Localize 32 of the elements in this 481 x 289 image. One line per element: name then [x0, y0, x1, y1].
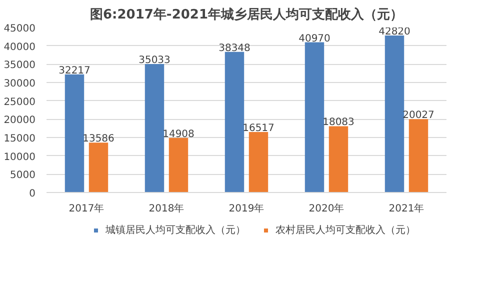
x-tick-label: 2017年	[68, 202, 104, 214]
bar	[224, 52, 244, 192]
y-tick-label: 25000	[4, 96, 36, 108]
y-tick-label: 45000	[4, 24, 36, 34]
x-tick-label: 2021年	[388, 202, 424, 214]
bar	[248, 132, 268, 192]
x-tick-label: 2020年	[308, 202, 344, 214]
legend-label: 城镇居民人均可支配收入（元）	[106, 224, 246, 237]
bar	[88, 142, 108, 192]
bar	[168, 138, 188, 192]
y-tick-label: 0	[29, 188, 36, 200]
bar	[384, 35, 404, 192]
data-label: 38348	[218, 42, 250, 54]
y-tick-label: 5000	[10, 170, 36, 182]
x-tick-label: 2018年	[148, 202, 184, 214]
data-label: 32217	[58, 65, 90, 76]
y-tick-label: 40000	[4, 42, 36, 53]
bar	[64, 74, 84, 192]
x-tick-label: 2019年	[228, 202, 264, 214]
chart-title: 图6:2017年-2021年城乡居民人均可支配收入（元）	[90, 6, 404, 22]
bar	[144, 64, 164, 192]
y-tick-label: 30000	[4, 78, 36, 90]
bar	[408, 119, 428, 192]
y-tick-label: 35000	[4, 60, 36, 72]
legend-label: 农村居民人均可支配收入（元）	[276, 224, 416, 237]
data-label: 40970	[298, 33, 330, 44]
y-tick-label: 10000	[4, 152, 36, 163]
y-tick-label: 20000	[4, 115, 36, 126]
data-label: 35033	[138, 55, 170, 66]
bar	[328, 126, 348, 192]
y-tick-label: 15000	[4, 134, 36, 144]
bar	[304, 42, 324, 192]
